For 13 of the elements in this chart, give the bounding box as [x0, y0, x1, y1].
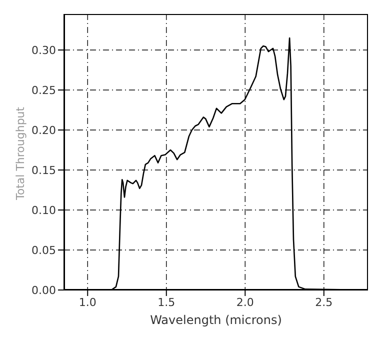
- y-axis-title: Total Throughput: [14, 106, 27, 201]
- y-tick-label: 0.20: [32, 124, 56, 137]
- x-tick-label: 1.5: [158, 296, 176, 309]
- y-tick-label: 0.15: [32, 164, 56, 177]
- y-tick-label: 0.00: [32, 284, 56, 297]
- y-tick-label: 0.10: [32, 204, 56, 217]
- y-tick-label: 0.25: [32, 84, 56, 97]
- x-axis-title: Wavelength (microns): [150, 313, 282, 327]
- x-tick-label: 2.0: [236, 296, 254, 309]
- x-tick-label: 2.5: [315, 296, 333, 309]
- y-tick-label: 0.05: [32, 244, 56, 257]
- x-tick-label: 1.0: [78, 296, 96, 309]
- y-tick-label: 0.30: [32, 44, 56, 57]
